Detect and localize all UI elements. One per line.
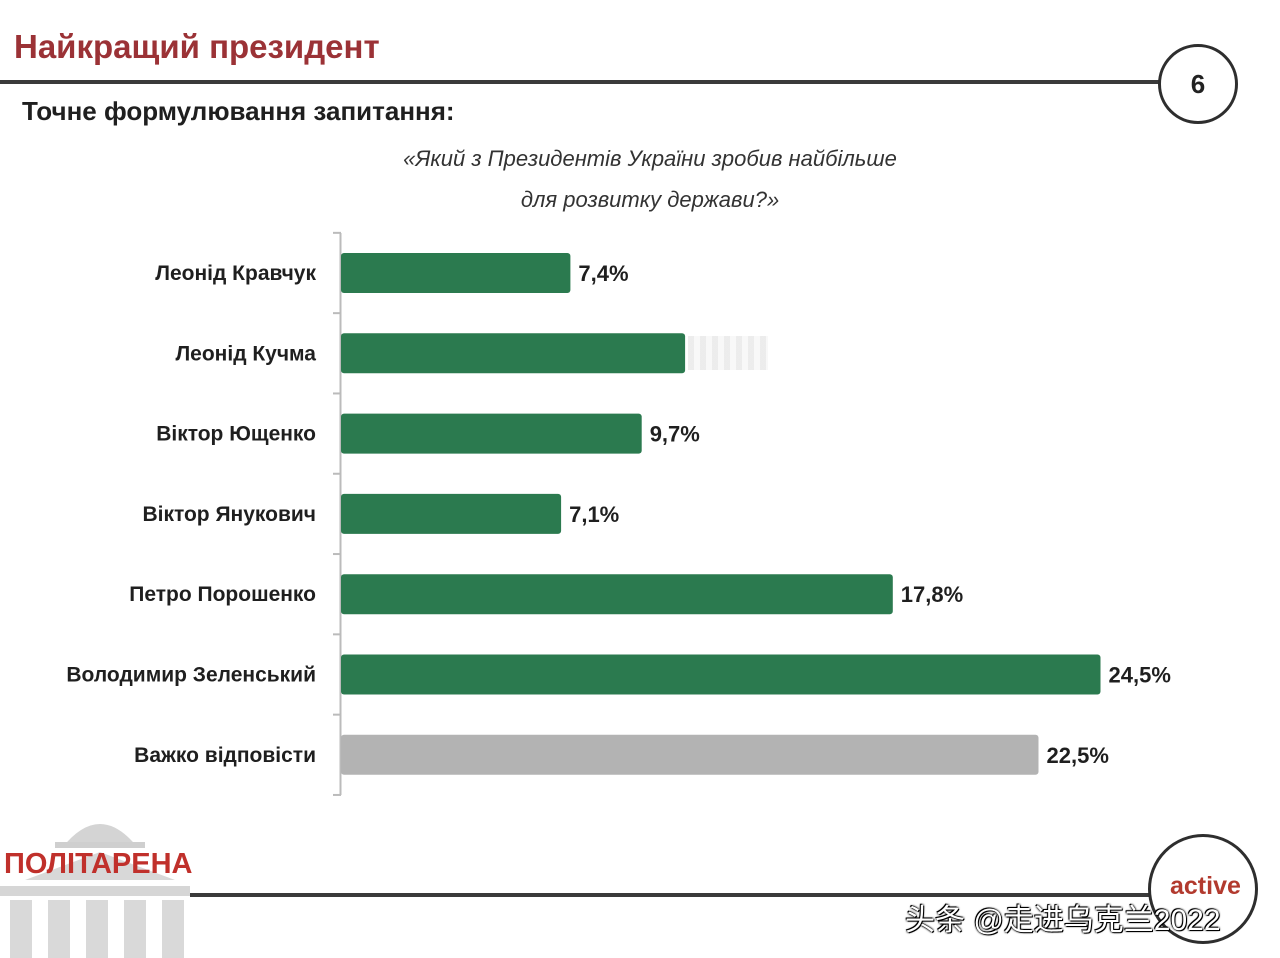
bar-3 — [341, 413, 642, 454]
category-label: Леонід Кучма — [175, 342, 316, 365]
slide-title: Найкращий президент — [14, 28, 380, 65]
value-label: 7,4% — [578, 261, 628, 286]
question-line-2: для розвитку держави?» — [520, 187, 780, 212]
category-label: Володимир Зеленський — [66, 664, 316, 687]
category-label: Віктор Ющенко — [156, 423, 316, 446]
bar-chart: Леонід Кравчук 7,4% Леонід Кучма Віктор Юще… — [66, 231, 1171, 796]
active-badge — [1148, 834, 1258, 944]
value-label: 7,1% — [569, 502, 619, 527]
bar-4 — [341, 493, 562, 534]
top-divider — [0, 80, 1162, 84]
obscured-value-label — [688, 336, 768, 370]
question-label: Точне формулювання запитання: — [22, 96, 455, 126]
value-label: 22,5% — [1047, 743, 1109, 768]
politarena-logo-icon — [0, 824, 190, 958]
logo-text: ПОЛІТАРЕНА — [4, 848, 193, 880]
category-label: Леонід Кравчук — [155, 262, 316, 285]
bar-6 — [341, 654, 1101, 695]
question-text: «Який з Президентів України зробив найбі… — [300, 138, 1000, 220]
watermark: 头条 @走进乌克兰2022 — [905, 904, 1221, 937]
page-number-badge: 6 — [1158, 44, 1238, 124]
page-number: 6 — [1190, 68, 1206, 99]
category-label: Важко відповісти — [134, 744, 316, 767]
question-line-1: «Який з Президентів України зробив найбі… — [403, 146, 897, 171]
category-label: Петро Порошенко — [129, 583, 316, 606]
value-label: 17,8% — [901, 582, 963, 607]
bar-5 — [341, 574, 893, 615]
bottom-divider — [190, 893, 1165, 897]
bar-2 — [341, 333, 686, 374]
value-label: 24,5% — [1109, 663, 1171, 688]
bar-1 — [341, 253, 571, 293]
brand-text: active — [1170, 872, 1241, 900]
bar-7 — [341, 734, 1039, 775]
value-label: 9,7% — [650, 422, 700, 447]
category-label: Віктор Янукович — [142, 503, 316, 526]
